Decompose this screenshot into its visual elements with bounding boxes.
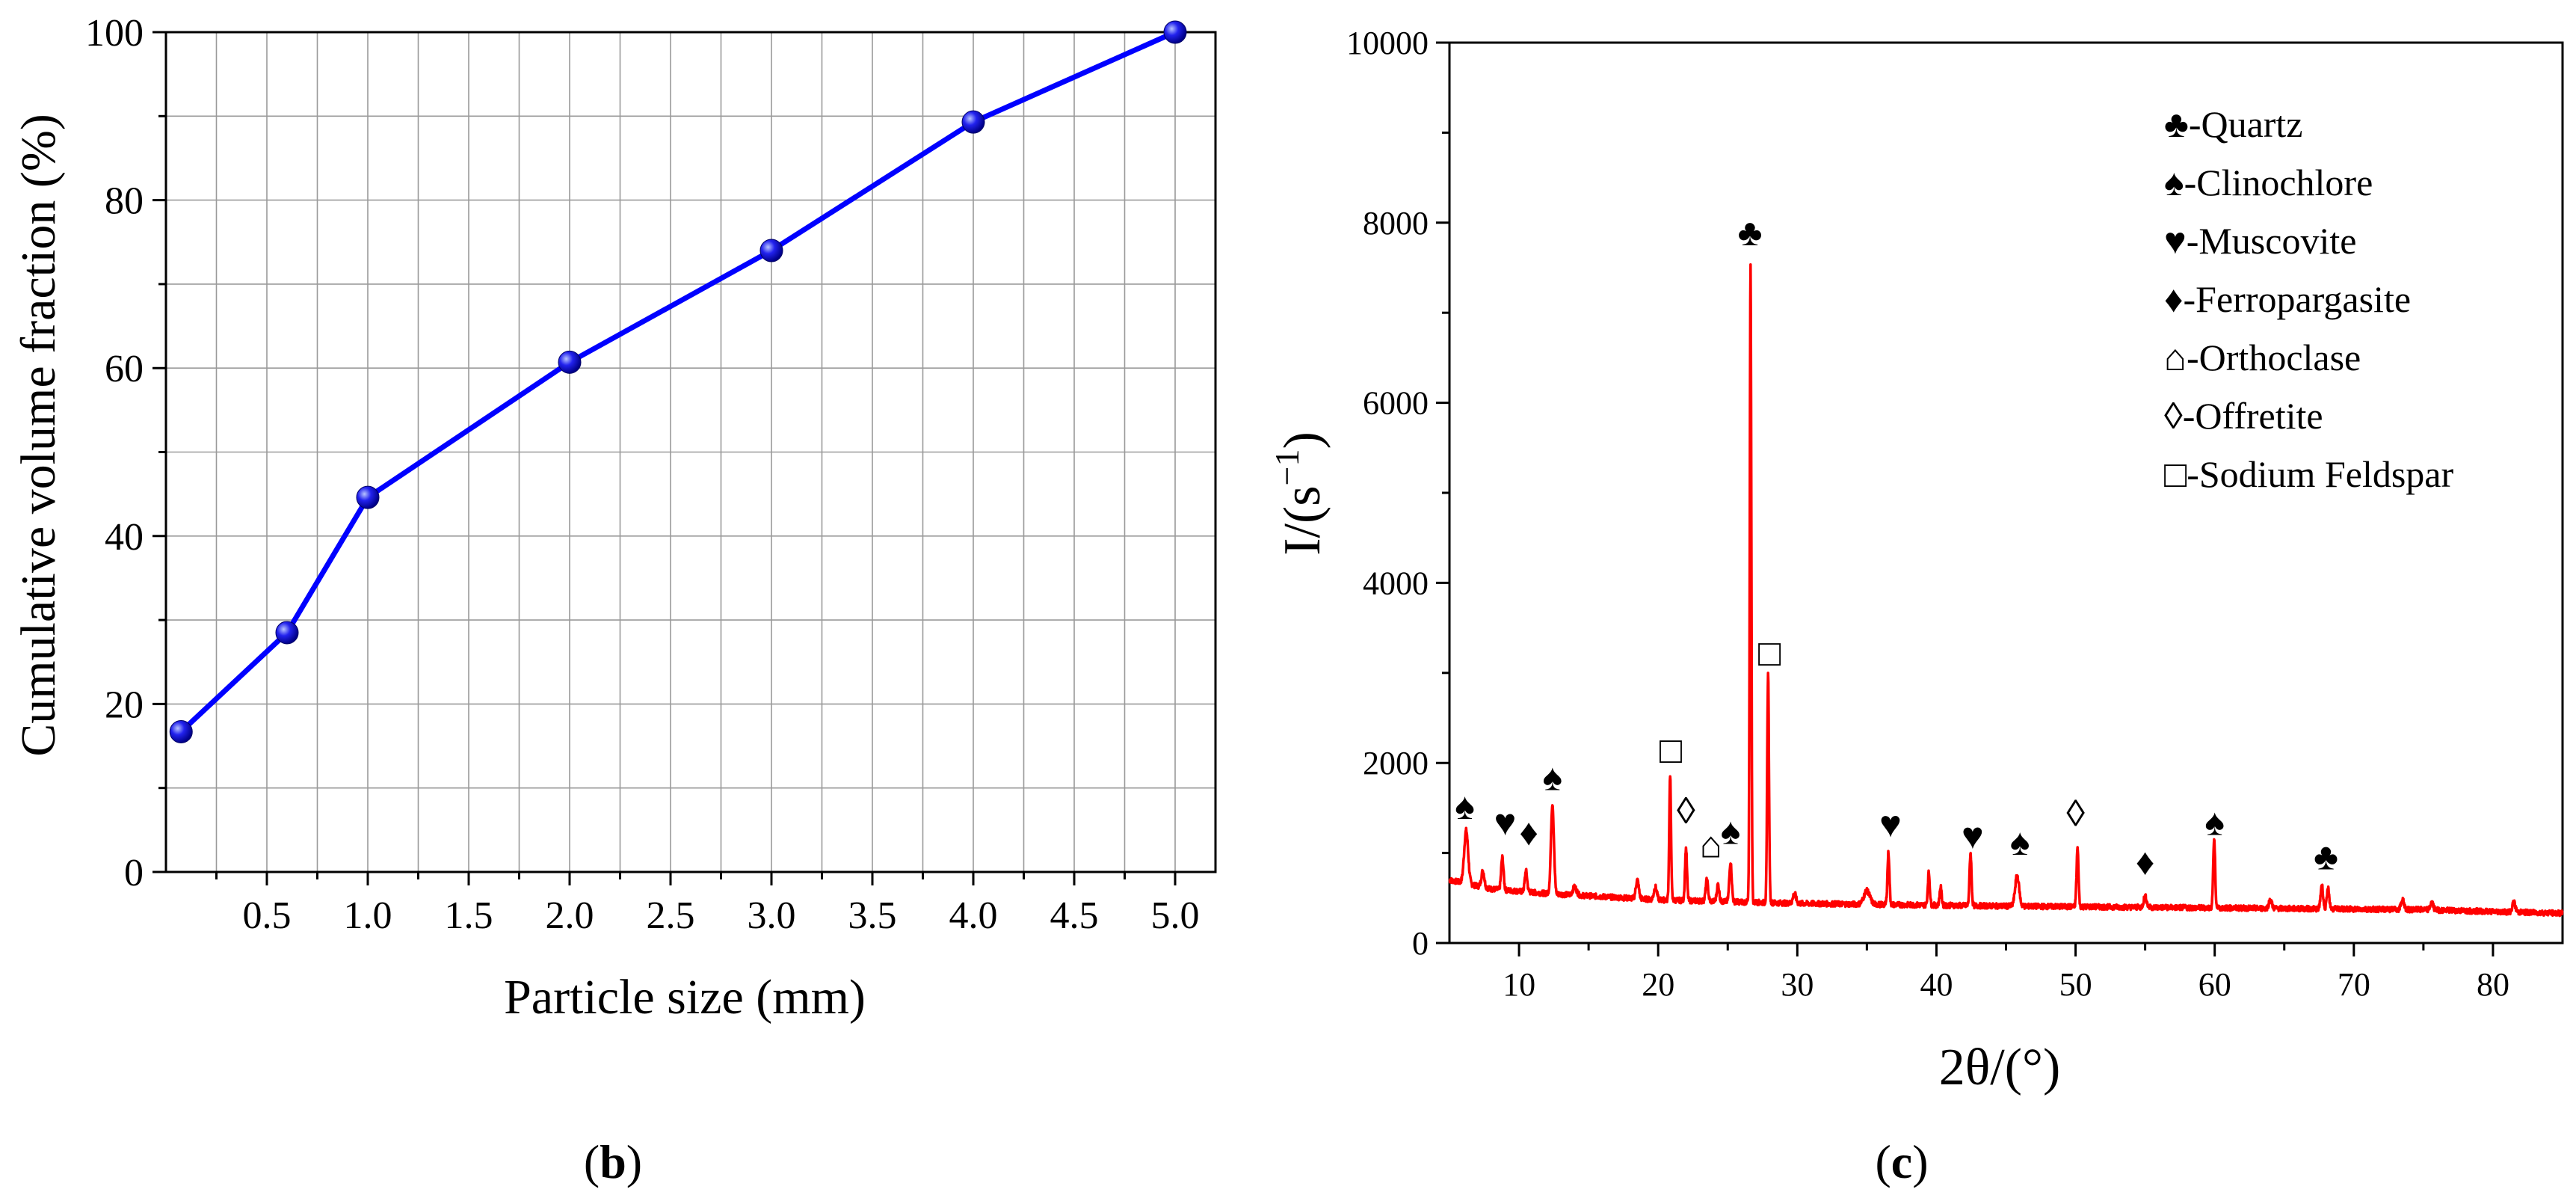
legend-item-offretite: ◊-Offretite [2164, 395, 2323, 437]
peak-marker-muscovite: ♥ [1879, 803, 1902, 845]
data-point [1163, 20, 1187, 44]
x-tick-label: 3.0 [748, 894, 796, 937]
peak-marker-clinochlore: ♠ [1455, 785, 1475, 827]
data-point [558, 350, 582, 374]
legend-item-orthoclase: ⌂-Orthoclase [2164, 337, 2361, 378]
y-tick-label: 2000 [1363, 745, 1429, 781]
peak-marker-ferropargasite: ♦ [1519, 811, 1538, 853]
x-tick-label: 4.5 [1050, 894, 1099, 937]
panel-c-series [1448, 262, 2564, 918]
x-tick-label: 5.0 [1151, 894, 1200, 937]
x-tick-label: 3.5 [848, 894, 897, 937]
y-tick-label: 40 [105, 516, 144, 559]
x-tick-label: 80 [2477, 966, 2509, 1003]
panel-c-legend: ♣-Quartz ♠-Clinochlore ♥-Muscovite ♦-Fer… [2164, 103, 2453, 495]
peak-marker-quartz: ♣ [2314, 835, 2338, 877]
data-point [961, 110, 985, 134]
peak-marker-clinochlore: ♠ [2204, 802, 2225, 844]
legend-item-clinochlore: ♠-Clinochlore [2164, 162, 2373, 203]
peak-marker-muscovite: ♥ [1962, 815, 1984, 857]
y-tick-label: 6000 [1363, 385, 1429, 422]
peak-marker-sodium-feldspar: □ [1758, 632, 1781, 674]
x-tick-label: 0.5 [243, 894, 292, 937]
y-tick-label: 20 [105, 684, 144, 726]
peak-marker-quartz: ♣ [1738, 212, 1763, 254]
panel-c-caption: (c) [1875, 1135, 1928, 1188]
panel-b-chart: 0.5 1.0 1.5 2.0 2.5 3.0 3.5 4.0 4.5 5.0 0 20 40 60 80 1… [11, 12, 1217, 1025]
panel-c-x-axis-label: 2θ/(°) [1939, 1039, 2061, 1096]
x-tick-label: 4.0 [949, 894, 998, 937]
peak-marker-offretite: ◊ [1677, 790, 1695, 832]
panel-c-chart: 10 20 30 40 50 60 70 80 0 2000 4000 6000 8000 10000 ♠… [1268, 25, 2564, 1096]
x-tick-label: 40 [1920, 966, 1953, 1003]
panel-b-grid [166, 32, 1215, 872]
panel-b-x-axis-label: Particle size (mm) [504, 970, 866, 1025]
panel-c-ticks: 10 20 30 40 50 60 70 80 0 2000 4000 6000 8000 10000 [1346, 25, 2509, 1003]
y-tick-label: 8000 [1363, 205, 1429, 242]
panel-b-ticks: 0.5 1.0 1.5 2.0 2.5 3.0 3.5 4.0 4.5 5.0 0 20 40 60 80 1… [85, 12, 1200, 937]
y-tick-label: 60 [105, 348, 144, 390]
panel-b-caption: (b) [584, 1135, 642, 1188]
data-point [169, 719, 193, 743]
x-tick-label: 70 [2338, 966, 2370, 1003]
legend-item-muscovite: ♥-Muscovite [2164, 220, 2356, 262]
xrd-series-line [1448, 262, 2564, 918]
x-tick-label: 20 [1642, 966, 1674, 1003]
data-point [275, 621, 299, 645]
y-tick-label: 100 [85, 12, 144, 55]
x-tick-label: 1.5 [445, 894, 493, 937]
peak-marker-offretite: ◊ [2066, 792, 2085, 834]
panel-c-y-axis-label: I/(s−1) [1268, 431, 1331, 556]
x-tick-label: 2.5 [647, 894, 695, 937]
panel-b-series [169, 20, 1187, 743]
data-point [759, 239, 783, 262]
series-line [179, 29, 1177, 734]
y-tick-label: 80 [105, 180, 144, 223]
y-tick-label: 4000 [1363, 565, 1429, 601]
x-tick-label: 60 [2198, 966, 2231, 1003]
data-point [356, 485, 380, 509]
legend-item-sodium-feldspar: □-Sodium Feldspar [2164, 453, 2453, 495]
x-tick-label: 50 [2059, 966, 2092, 1003]
panel-c-peak-markers: ♠ ♥ ♦♠□◊⌂♠♣□♥ ♥ ♠◊♦♠♣ [1455, 212, 2338, 883]
y-tick-label: 10000 [1346, 25, 1429, 61]
peak-marker-sodium-feldspar: □ [1660, 729, 1683, 771]
peak-marker-clinochlore: ♠ [2010, 821, 2030, 863]
y-tick-label: 0 [1412, 925, 1429, 962]
x-tick-label: 10 [1503, 966, 1535, 1003]
x-tick-label: 2.0 [546, 894, 594, 937]
panel-b-y-axis-label: Cumulative volume fraction (%) [11, 114, 66, 757]
peak-marker-orthoclase: ⌂ [1700, 824, 1722, 866]
peak-marker-clinochlore: ♠ [1542, 756, 1562, 798]
peak-marker-ferropargasite: ♦ [2136, 841, 2155, 882]
y-tick-label: 0 [124, 852, 144, 894]
legend-item-quartz: ♣-Quartz [2164, 103, 2303, 145]
x-tick-label: 1.0 [344, 894, 392, 937]
x-tick-label: 30 [1781, 966, 1814, 1003]
legend-item-ferropargasite: ♦-Ferropargasite [2164, 278, 2411, 320]
peak-marker-clinochlore: ♠ [1721, 811, 1741, 853]
peak-marker-muscovite: ♥ [1494, 802, 1517, 844]
